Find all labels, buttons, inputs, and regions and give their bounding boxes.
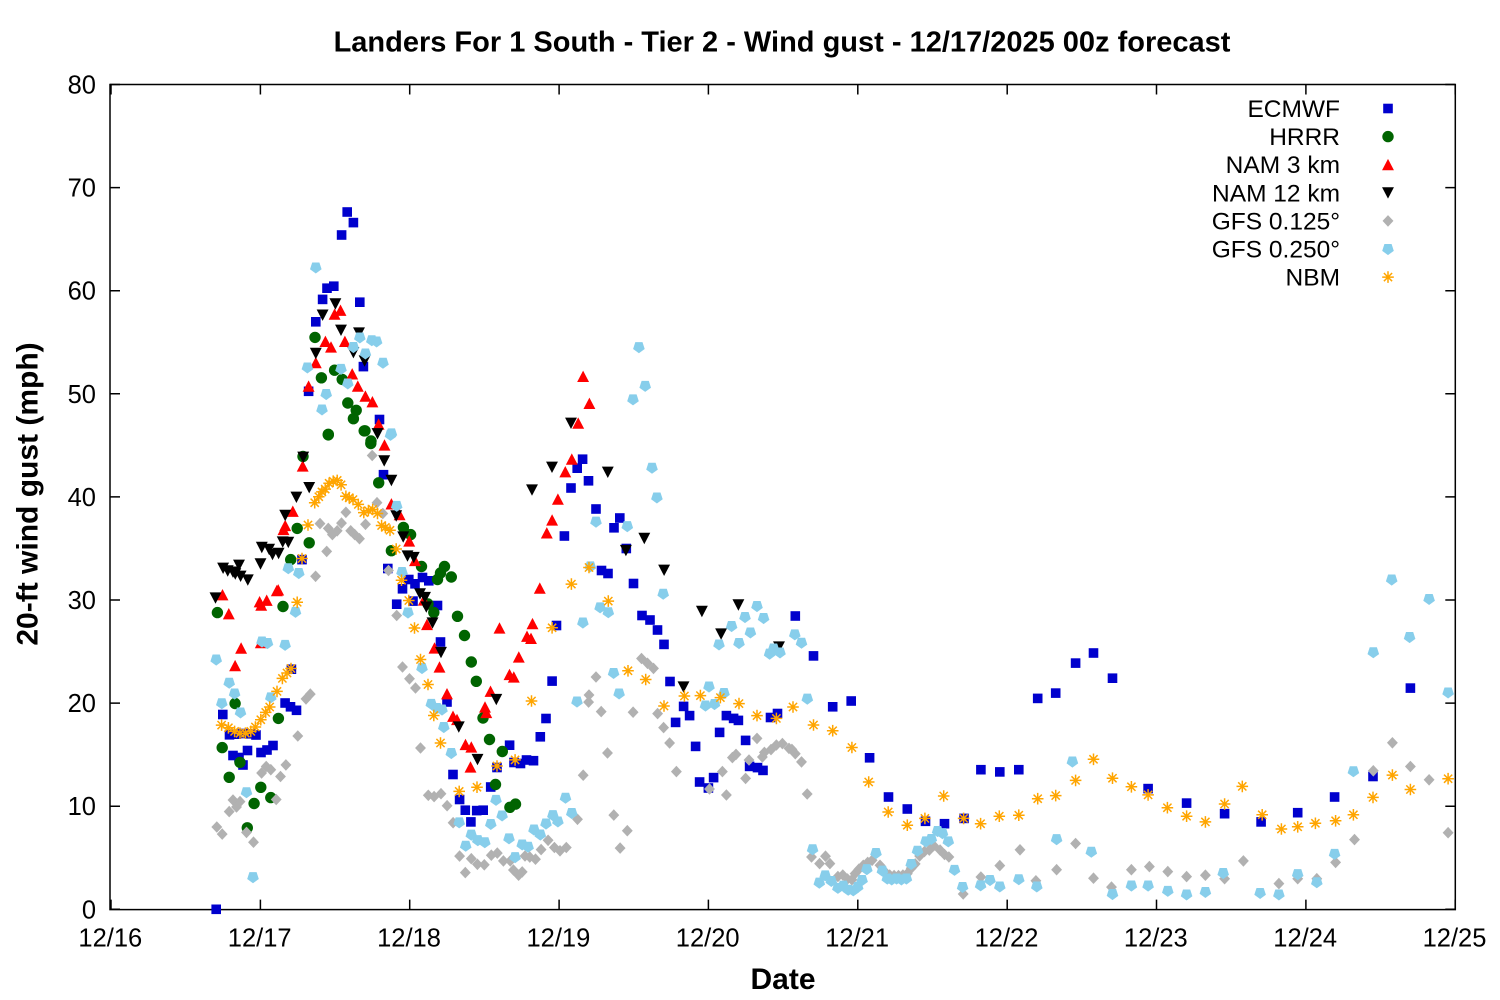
svg-text:0: 0 [82, 896, 96, 924]
svg-text:HRRR: HRRR [1269, 124, 1340, 151]
svg-text:12/24: 12/24 [1273, 925, 1337, 953]
svg-text:40: 40 [68, 484, 96, 512]
svg-text:20-ft wind gust (mph): 20-ft wind gust (mph) [12, 342, 45, 645]
svg-text:NBM: NBM [1286, 265, 1340, 292]
svg-text:12/16: 12/16 [78, 925, 142, 953]
svg-text:Landers For 1 South - Tier 2 -: Landers For 1 South - Tier 2 - Wind gust… [334, 27, 1231, 59]
svg-text:ECMWF: ECMWF [1247, 96, 1340, 123]
svg-text:NAM 12 km: NAM 12 km [1212, 180, 1340, 207]
svg-text:12/18: 12/18 [377, 925, 441, 953]
svg-text:12/20: 12/20 [676, 925, 740, 953]
svg-text:GFS 0.125°: GFS 0.125° [1212, 208, 1340, 235]
svg-text:12/23: 12/23 [1124, 925, 1188, 953]
svg-text:Date: Date [750, 963, 815, 996]
svg-text:30: 30 [68, 587, 96, 615]
svg-text:12/19: 12/19 [526, 925, 590, 953]
svg-text:70: 70 [68, 175, 96, 203]
svg-text:20: 20 [68, 690, 96, 718]
svg-text:12/17: 12/17 [228, 925, 292, 953]
svg-text:60: 60 [68, 278, 96, 306]
svg-text:10: 10 [68, 793, 96, 821]
svg-text:NAM 3 km: NAM 3 km [1226, 152, 1340, 179]
svg-text:50: 50 [68, 381, 96, 409]
svg-text:12/25: 12/25 [1423, 925, 1487, 953]
svg-text:GFS 0.250°: GFS 0.250° [1212, 237, 1340, 264]
svg-text:12/22: 12/22 [975, 925, 1039, 953]
svg-text:12/21: 12/21 [825, 925, 889, 953]
svg-text:80: 80 [68, 72, 96, 100]
